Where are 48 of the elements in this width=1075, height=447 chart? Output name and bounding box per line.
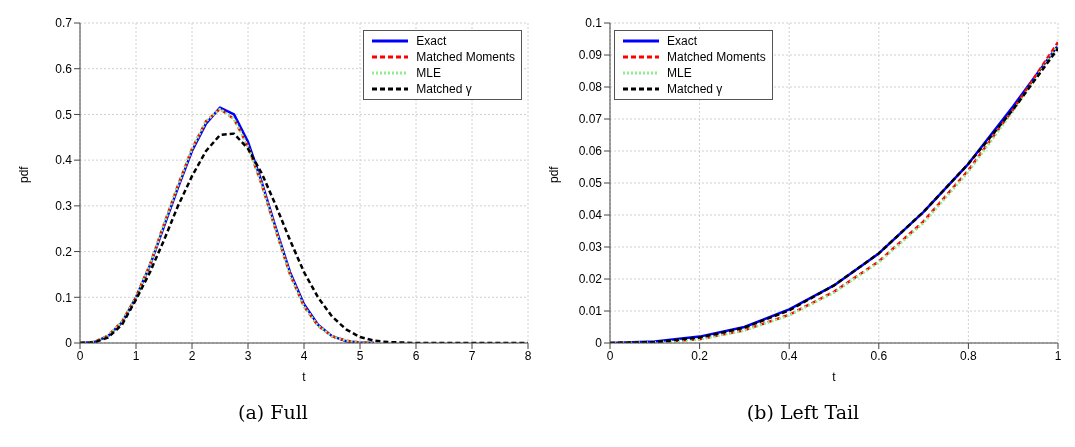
legend-label: Exact — [416, 33, 447, 49]
x-tick-label: 1 — [1054, 348, 1062, 363]
x-tick-label: 0 — [76, 348, 84, 363]
x-tick-label: 5 — [356, 348, 364, 363]
y-tick-label: 0.2 — [55, 244, 73, 259]
text: (b) Left Tail — [745, 401, 861, 423]
legend-label: MLE — [416, 65, 441, 81]
y-tick-label: 0.7 — [55, 16, 73, 31]
x-axis-title: t — [302, 370, 307, 384]
legend-label: MLE — [667, 65, 692, 81]
x-tick-label: 0.8 — [960, 348, 978, 363]
x-tick-label: 4 — [300, 348, 308, 363]
y-tick-label: 0.08 — [578, 80, 603, 95]
y-tick-label: 0.4 — [55, 153, 73, 168]
y-tick-label: 0 — [595, 336, 603, 351]
y-tick-label: 0 — [65, 336, 73, 351]
legend-label: Matched γ — [416, 81, 472, 97]
x-tick-label: 2 — [188, 348, 196, 363]
x-tick-label: 8 — [524, 348, 532, 363]
text: (a) Full — [237, 401, 309, 423]
y-axis-title: pdf — [547, 165, 562, 183]
x-tick-label: 0.4 — [780, 348, 798, 363]
legend-label: Matched Moments — [416, 49, 515, 65]
legend-label: Exact — [667, 33, 698, 49]
x-tick-label: 0 — [606, 348, 614, 363]
x-tick-label: 3 — [244, 348, 252, 363]
y-tick-label: 0.02 — [578, 272, 603, 287]
legend-label: Matched Moments — [667, 49, 766, 65]
y-tick-label: 0.05 — [578, 176, 603, 191]
y-tick-label: 0.09 — [578, 48, 603, 63]
x-tick-label: 0.2 — [691, 348, 709, 363]
x-tick-label: 6 — [412, 348, 420, 363]
legend-label: Matched γ — [667, 81, 723, 97]
y-tick-label: 0.01 — [578, 304, 603, 319]
y-axis-title: pdf — [17, 165, 32, 183]
y-tick-label: 0.5 — [55, 107, 73, 122]
x-axis-title: t — [832, 370, 837, 384]
y-tick-label: 0.07 — [578, 112, 603, 127]
y-tick-label: 0.03 — [578, 240, 603, 255]
y-tick-label: 0.3 — [55, 199, 73, 214]
y-tick-label: 0.1 — [55, 290, 73, 305]
x-tick-label: 1 — [132, 348, 140, 363]
y-tick-label: 0.06 — [578, 144, 603, 159]
y-tick-label: 0.6 — [55, 61, 73, 76]
x-tick-label: 0.6 — [870, 348, 888, 363]
y-tick-label: 0.04 — [578, 208, 603, 223]
y-tick-label: 0.1 — [585, 16, 603, 31]
x-tick-label: 7 — [468, 348, 476, 363]
